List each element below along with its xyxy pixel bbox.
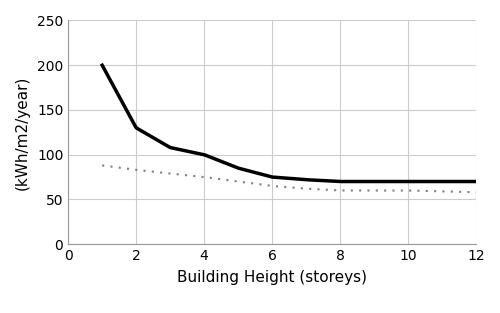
recalculated <box>328 188 334 192</box>
as Figure 1 <box>328 179 334 183</box>
Line: recalculated: recalculated <box>102 165 476 192</box>
as Figure 1 <box>473 180 479 183</box>
as Figure 1 <box>99 63 105 67</box>
Y-axis label: (kWh/m2/year): (kWh/m2/year) <box>15 75 30 189</box>
recalculated <box>473 190 479 194</box>
recalculated <box>320 188 326 192</box>
as Figure 1 <box>322 179 328 182</box>
as Figure 1 <box>338 180 344 183</box>
X-axis label: Building Height (storeys): Building Height (storeys) <box>177 270 367 285</box>
recalculated <box>414 189 420 192</box>
Line: as Figure 1: as Figure 1 <box>102 65 476 182</box>
recalculated <box>99 163 105 167</box>
as Figure 1 <box>100 66 106 69</box>
as Figure 1 <box>320 179 326 182</box>
recalculated <box>438 189 444 193</box>
as Figure 1 <box>440 180 446 183</box>
as Figure 1 <box>416 180 422 183</box>
recalculated <box>100 164 106 167</box>
recalculated <box>322 188 328 192</box>
